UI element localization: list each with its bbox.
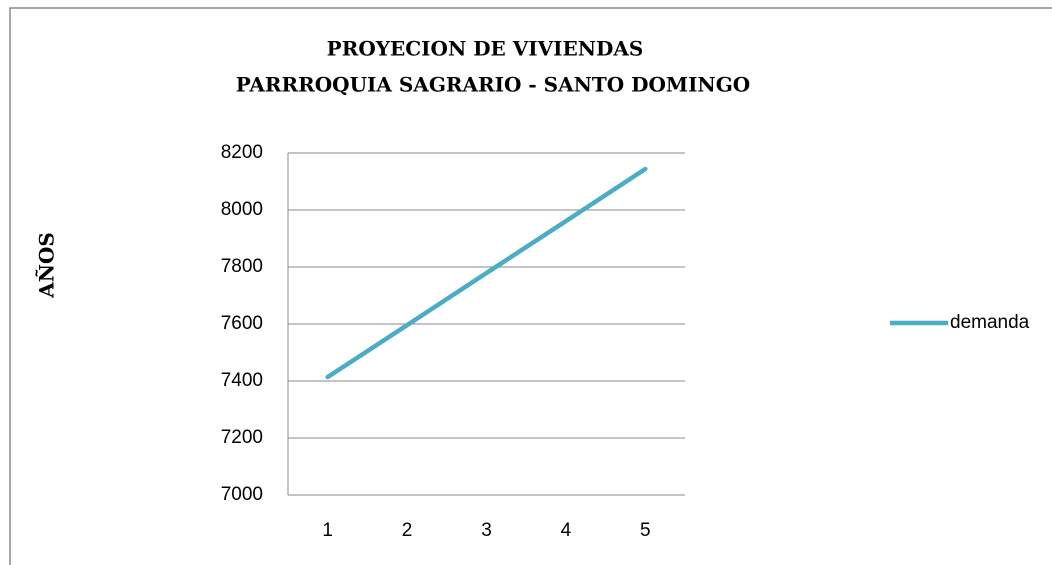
y-tick-label: 8000 — [221, 199, 263, 220]
x-tick-label: 5 — [640, 520, 651, 541]
line-series — [325, 166, 648, 380]
x-tick-label: 1 — [322, 520, 333, 541]
x-tick-label: 4 — [561, 520, 572, 541]
y-tick-label: 8200 — [221, 142, 263, 163]
chart-frame — [9, 7, 1052, 565]
y-tick-label: 7800 — [221, 256, 263, 277]
y-tick-label: 7400 — [221, 370, 263, 391]
y-tick-label: 7200 — [221, 427, 263, 448]
chart-title: PROYECION DE VIVIENDAS — [327, 37, 644, 61]
x-tick-label: 3 — [481, 520, 492, 541]
y-axis-label: AÑOS — [35, 232, 59, 299]
y-tick-label: 7600 — [221, 313, 263, 334]
chart-subtitle: PARRROQUIA SAGRARIO - SANTO DOMINGO — [236, 73, 750, 97]
y-tick-label: 7000 — [221, 484, 263, 505]
x-tick-label: 2 — [402, 520, 413, 541]
legend-label: demanda — [950, 312, 1030, 333]
